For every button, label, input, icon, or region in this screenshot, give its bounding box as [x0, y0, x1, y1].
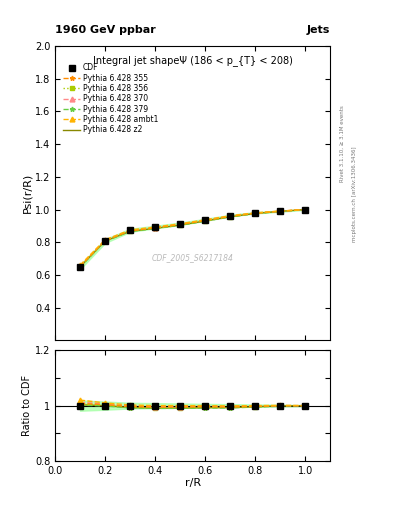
- Pythia 6.428 ambt1: [128, 227, 132, 233]
- Pythia 6.428 370: [278, 208, 283, 214]
- Pythia 6.428 355: [78, 263, 83, 269]
- Pythia 6.428 ambt1: [103, 237, 107, 243]
- Line: Pythia 6.428 z2: Pythia 6.428 z2: [80, 209, 305, 267]
- Pythia 6.428 379: [303, 206, 307, 212]
- Pythia 6.428 370: [228, 213, 232, 219]
- Pythia 6.428 356: [178, 222, 182, 228]
- Pythia 6.428 356: [303, 206, 307, 212]
- Pythia 6.428 379: [153, 225, 158, 231]
- Pythia 6.428 370: [103, 237, 107, 243]
- Pythia 6.428 ambt1: [78, 262, 83, 268]
- Pythia 6.428 z2: [153, 225, 158, 231]
- Text: Jets: Jets: [307, 25, 330, 35]
- Pythia 6.428 ambt1: [278, 208, 283, 214]
- Pythia 6.428 z2: [78, 264, 83, 270]
- Line: Pythia 6.428 370: Pythia 6.428 370: [77, 207, 308, 268]
- Line: Pythia 6.428 356: Pythia 6.428 356: [78, 207, 307, 269]
- Y-axis label: Ratio to CDF: Ratio to CDF: [22, 375, 32, 436]
- Pythia 6.428 z2: [203, 218, 208, 224]
- Pythia 6.428 379: [178, 222, 182, 228]
- Pythia 6.428 379: [203, 218, 208, 224]
- Pythia 6.428 370: [78, 263, 83, 269]
- Pythia 6.428 356: [153, 225, 158, 231]
- Pythia 6.428 ambt1: [303, 206, 307, 212]
- Pythia 6.428 356: [278, 208, 283, 215]
- Pythia 6.428 z2: [228, 214, 232, 220]
- Pythia 6.428 ambt1: [228, 212, 232, 219]
- Line: Pythia 6.428 379: Pythia 6.428 379: [77, 207, 308, 269]
- Pythia 6.428 379: [228, 214, 232, 220]
- Pythia 6.428 ambt1: [253, 210, 257, 216]
- Pythia 6.428 355: [203, 218, 208, 224]
- Pythia 6.428 379: [78, 264, 83, 270]
- Pythia 6.428 ambt1: [153, 224, 158, 230]
- Text: CDF_2005_S6217184: CDF_2005_S6217184: [152, 253, 233, 263]
- Pythia 6.428 z2: [278, 208, 283, 215]
- Pythia 6.428 355: [303, 206, 307, 212]
- Pythia 6.428 355: [278, 208, 283, 214]
- Text: 1960 GeV ppbar: 1960 GeV ppbar: [55, 25, 156, 35]
- Pythia 6.428 355: [128, 228, 132, 234]
- Pythia 6.428 355: [153, 225, 158, 231]
- Pythia 6.428 356: [103, 238, 107, 244]
- Pythia 6.428 370: [178, 221, 182, 227]
- Pythia 6.428 ambt1: [203, 217, 208, 223]
- Text: mcplots.cern.ch [arXiv:1306.3436]: mcplots.cern.ch [arXiv:1306.3436]: [352, 147, 357, 242]
- Pythia 6.428 379: [253, 210, 257, 217]
- Pythia 6.428 355: [253, 210, 257, 217]
- Pythia 6.428 370: [253, 210, 257, 216]
- Pythia 6.428 355: [228, 214, 232, 220]
- Pythia 6.428 z2: [128, 228, 132, 234]
- Pythia 6.428 z2: [178, 222, 182, 228]
- Pythia 6.428 370: [303, 206, 307, 212]
- Pythia 6.428 355: [103, 238, 107, 244]
- Pythia 6.428 356: [128, 228, 132, 234]
- Pythia 6.428 379: [103, 238, 107, 244]
- Pythia 6.428 379: [278, 208, 283, 215]
- Y-axis label: Psi(r/R): Psi(r/R): [22, 173, 32, 214]
- Text: Rivet 3.1.10, ≥ 3.1M events: Rivet 3.1.10, ≥ 3.1M events: [340, 105, 345, 182]
- Text: Integral jet shapeΨ (186 < p_{T} < 208): Integral jet shapeΨ (186 < p_{T} < 208): [93, 55, 292, 66]
- Pythia 6.428 356: [78, 264, 83, 270]
- X-axis label: r/R: r/R: [184, 478, 201, 488]
- Pythia 6.428 z2: [303, 206, 307, 212]
- Pythia 6.428 355: [178, 222, 182, 228]
- Pythia 6.428 370: [153, 224, 158, 230]
- Pythia 6.428 379: [128, 228, 132, 234]
- Pythia 6.428 z2: [103, 238, 107, 244]
- Pythia 6.428 356: [253, 210, 257, 217]
- Pythia 6.428 370: [203, 217, 208, 223]
- Pythia 6.428 356: [203, 218, 208, 224]
- Pythia 6.428 ambt1: [178, 221, 182, 227]
- Pythia 6.428 356: [228, 214, 232, 220]
- Pythia 6.428 z2: [253, 210, 257, 217]
- Line: Pythia 6.428 ambt1: Pythia 6.428 ambt1: [77, 207, 308, 268]
- Legend: CDF, Pythia 6.428 355, Pythia 6.428 356, Pythia 6.428 370, Pythia 6.428 379, Pyt: CDF, Pythia 6.428 355, Pythia 6.428 356,…: [62, 61, 160, 136]
- Pythia 6.428 370: [128, 227, 132, 233]
- Line: Pythia 6.428 355: Pythia 6.428 355: [77, 207, 308, 269]
